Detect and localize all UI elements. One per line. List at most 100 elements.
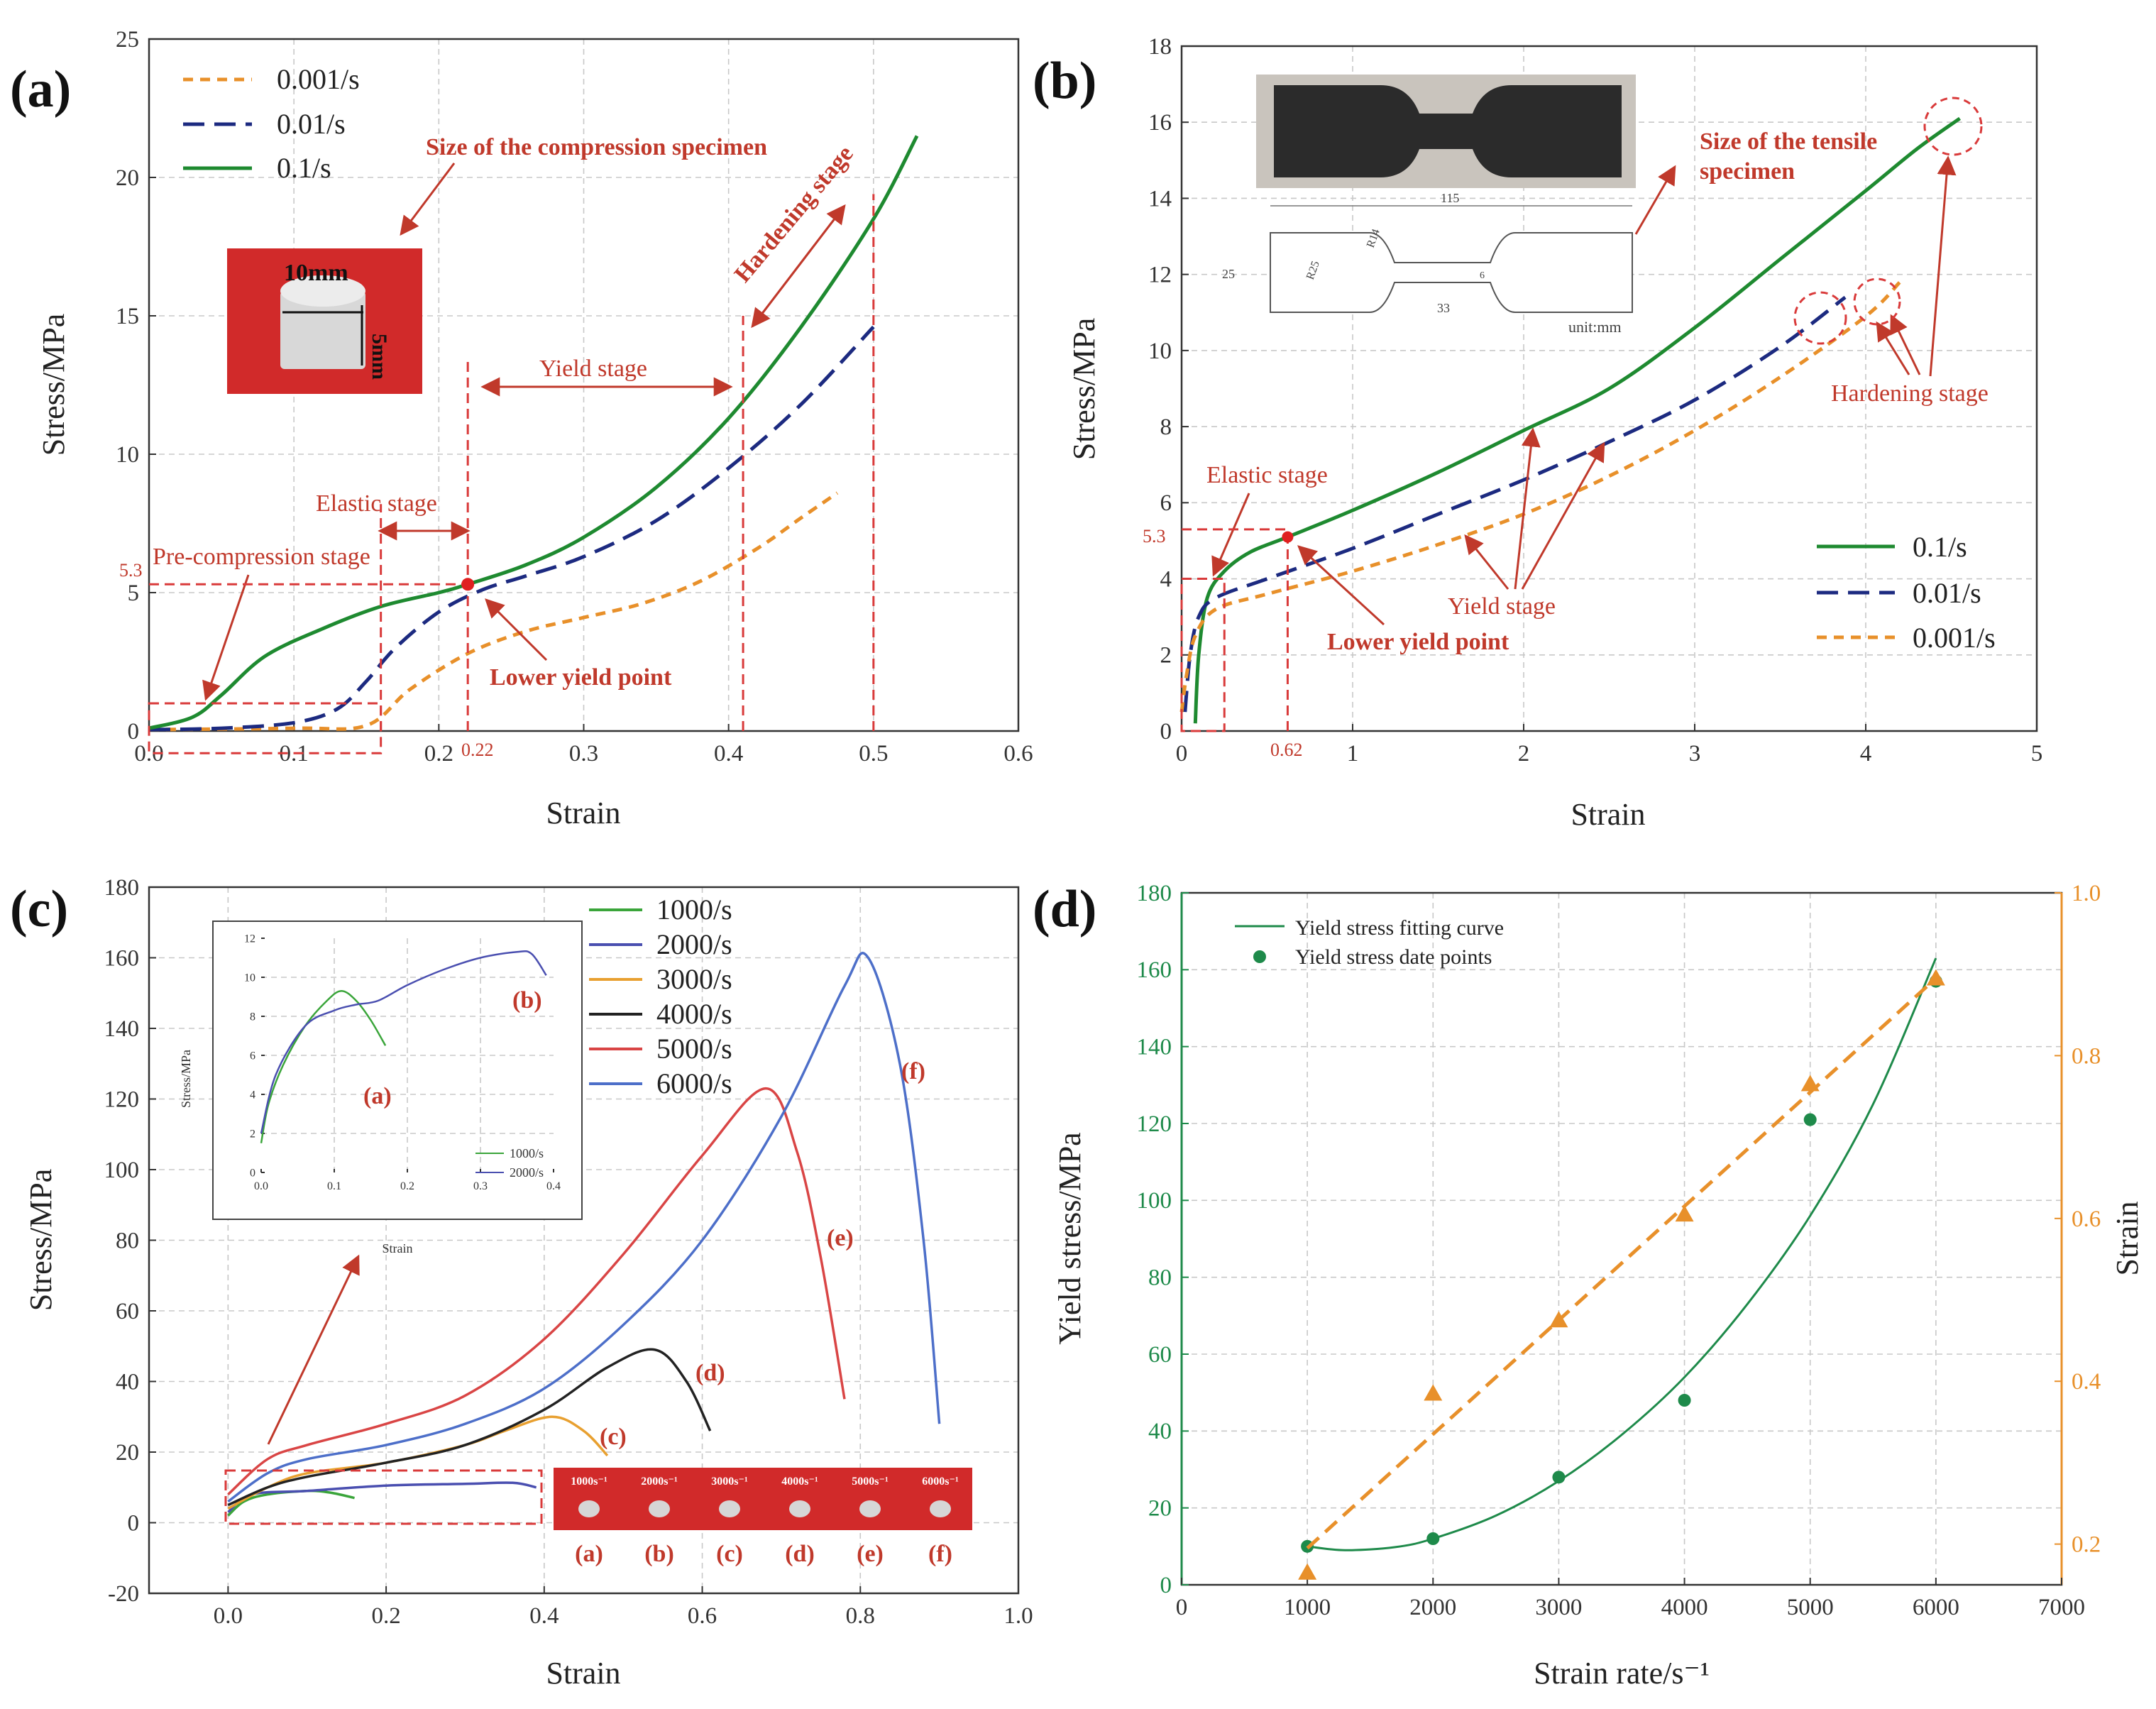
annotation-size-compression: Size of the compression specimen [426,134,767,160]
y-tick-label: 180 [104,875,140,901]
annotation-hardening-b: Hardening stage [1831,380,1989,407]
y-tick-label: 80 [1148,1265,1172,1291]
panel-d-ticks: 0 1000 2000 3000 4000 5000 6000 7000 0 20 40 60 80 10… [1137,881,2101,1620]
photo-specimen-letter: (e) [857,1541,884,1567]
series-line-0.1/s [1193,116,1961,724]
x-tick-label: 0.2 [424,741,453,766]
panel-a-series [148,135,919,732]
panel-d-series [1298,957,1945,1580]
y-tick-label: 6 [1160,490,1172,516]
series-line-3000/s [227,1415,609,1510]
x-tick-label: 5 [2031,741,2043,766]
panel-label-c: (c) [10,880,68,938]
drawing-unit: unit:mm [1568,318,1622,336]
y-tick-label: 140 [104,1016,140,1042]
strain-point [1549,1311,1568,1328]
y-tick-label: 0 [250,1167,255,1179]
panel-b-series [1179,116,1961,724]
panel-c: (c) 0.0 0.2 0.4 0.6 0.8 1.0-20020406080100120… [10,875,1033,1691]
annotation-yield-a: Yield stage [539,356,647,382]
series-line-0.001/s [1179,280,1902,713]
panel-c-ylabel: Stress/MPa [23,1169,58,1311]
photo-rate-label: 2000s⁻¹ [641,1476,678,1488]
annotation-size-tensile-1: Size of the tensile [1700,128,1877,155]
annotation-precompression: Pre-compression stage [153,544,370,570]
y-right-tick-label: 1.0 [2072,881,2101,906]
y-tick-label: 12 [244,933,255,945]
y-tick-label: 6 [250,1050,255,1062]
x-tick-label: 1 [1347,741,1359,766]
panel-a-legend: 0.001/s 0.01/s 0.1/s [183,63,360,184]
legend-c-label-6000/s: 6000/s [656,1067,732,1099]
y-tick-label: 60 [116,1299,139,1324]
y-tick-label: 180 [1137,881,1172,906]
legend-d-points-label: Yield stress date points [1295,945,1492,969]
photo-rate-label: 1000s⁻¹ [571,1476,607,1488]
series-line-4000/s [227,1348,712,1507]
y-tick-label: 25 [116,27,139,53]
y-tick-label: 20 [1148,1496,1172,1522]
y-tick-label: 0 [1160,719,1172,744]
panel-d-legend: Yield stress fitting curve Yield stress … [1235,916,1504,969]
drawing-dim-gauge: 33 [1437,301,1450,315]
x-tick-label: 0 [1176,741,1188,766]
legend-label-0001: 0.001/s [277,63,360,95]
photo-dim-height: 5mm [368,334,391,380]
x-tick-label: 0.1 [327,1180,341,1192]
series-label-c: (c) [600,1424,627,1450]
photo-specimen-letter: (c) [716,1541,743,1567]
annotation-yield-b: Yield stage [1448,593,1556,620]
panel-a-xlabel: Strain [546,796,620,830]
x-tick-label: 0.4 [546,1180,561,1192]
x-tick-label: 7000 [2038,1595,2085,1620]
legend-b-label-001: 0.01/s [1913,577,1981,609]
legend-d-points-swatch [1253,950,1266,963]
x-tick-label: 0.3 [473,1180,488,1192]
photo-rate-label: 5000s⁻¹ [852,1476,889,1488]
y-tick-label: 120 [104,1087,140,1112]
annotation-elastic-a: Elastic stage [316,490,437,517]
yield-stress-point [1426,1532,1440,1545]
y-tick-label: 18 [1148,34,1172,60]
y-right-tick-label: 0.8 [2072,1043,2101,1069]
drawing-dim-6: 6 [1480,270,1485,281]
panel-c-series [227,952,941,1517]
photo-specimen [578,1500,600,1517]
tensile-specimen-photo [1256,75,1636,188]
strain-point [1675,1205,1694,1222]
x-tick-label: 0.3 [569,741,598,766]
series-line-5000/s [227,1087,846,1496]
photo-specimen [859,1500,881,1517]
series-line-6000/s [227,952,941,1503]
x-tick-label: 2 [1518,741,1530,766]
y-tick-label: 4 [250,1089,255,1101]
annotation-elastic-b: Elastic stage [1206,462,1328,488]
x-tick-label: 0.6 [688,1603,717,1629]
strain-fitting-line [1306,977,1937,1550]
yield-stress-point [1803,1113,1817,1126]
y-tick-label: 60 [1148,1342,1172,1368]
annotation-lower-yield-a: Lower yield point [490,664,672,691]
y-tick-label: 5 [128,581,140,606]
tensile-specimen-drawing: 115 33 25 R25 R14 6 unit:mm [1222,191,1633,336]
photo-specimen [719,1500,740,1517]
inset-label-b: (b) [512,987,542,1013]
panel-d-grid [1182,893,2062,1585]
annotation-x-mark-a: 0.22 [461,740,494,760]
guide-precompression-box [148,702,383,754]
panel-label-d: (d) [1033,880,1096,938]
photo-specimen-letter: (a) [575,1541,603,1567]
y-tick-label: 100 [104,1158,140,1183]
y-tick-label: 10 [244,972,255,984]
legend-b-label-0001: 0.001/s [1913,622,1996,654]
y-tick-label: 0 [128,719,140,744]
yield-stress-fitting-curve [1307,957,1937,1551]
x-tick-label: 4 [1860,741,1872,766]
y-tick-label: 8 [1160,414,1172,440]
x-tick-label: 1000 [1284,1595,1331,1620]
inset-legend-2000: 2000/s [510,1165,544,1180]
y-tick-label: 160 [1137,957,1172,983]
series-line-2000/s [227,1481,537,1513]
